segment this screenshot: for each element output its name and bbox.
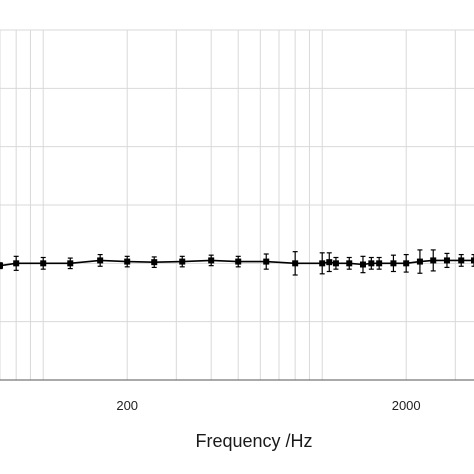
data-point <box>346 260 353 267</box>
data-point <box>97 257 104 264</box>
data-point <box>403 260 410 267</box>
data-point <box>368 260 375 267</box>
data-point <box>292 260 299 267</box>
data-point <box>332 260 339 267</box>
data-point <box>458 257 465 264</box>
data-point <box>443 257 450 264</box>
data-point <box>430 257 437 264</box>
grid <box>0 29 474 381</box>
data-point <box>13 260 20 267</box>
data-point <box>0 262 3 269</box>
data-point <box>326 259 333 266</box>
data-point <box>235 258 242 265</box>
x-tick-label: 2000 <box>392 398 421 413</box>
series-line <box>0 249 474 276</box>
data-point <box>124 258 131 265</box>
data-point <box>40 260 47 267</box>
x-tick-label: 200 <box>116 398 138 413</box>
data-point <box>151 259 158 266</box>
data-point <box>471 257 474 264</box>
data-point <box>376 260 383 267</box>
data-point <box>359 261 366 268</box>
data-point <box>319 260 326 267</box>
error-bar <box>471 253 474 267</box>
data-point <box>416 258 423 265</box>
tick-labels: 200 2000 <box>116 398 420 413</box>
data-point <box>263 258 270 265</box>
data-point <box>390 260 397 267</box>
data-point <box>179 258 186 265</box>
x-axis-label: Frequency /Hz <box>195 431 312 451</box>
data-point <box>67 260 74 267</box>
data-point <box>208 257 215 264</box>
